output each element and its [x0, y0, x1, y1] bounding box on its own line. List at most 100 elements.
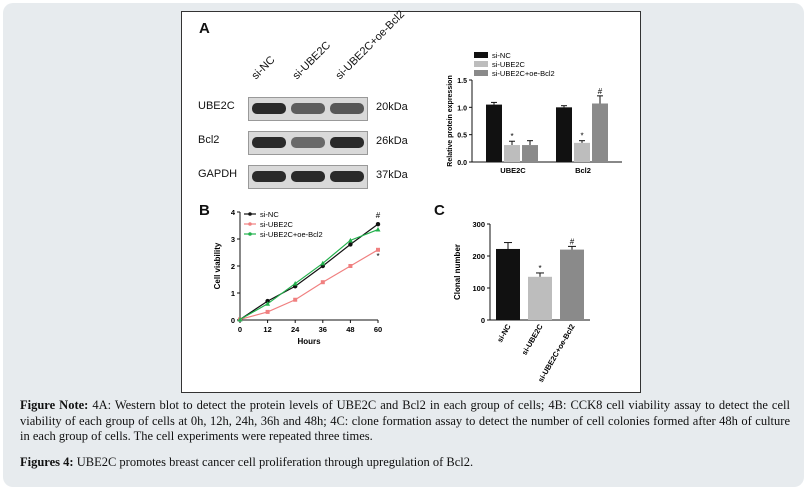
- y-tick-label: 0: [231, 316, 235, 325]
- lane-label-si-ube2c: si-UBE2C: [290, 39, 334, 82]
- data-point: [265, 309, 270, 314]
- y-tick-label: 1.5: [457, 78, 467, 85]
- data-point: [320, 280, 325, 285]
- blot-band: [252, 103, 286, 114]
- panel-b-letter: B: [199, 202, 210, 219]
- panel-c-letter: C: [434, 202, 445, 219]
- category-label: si-UBE2C+oe-Bcl2: [536, 323, 577, 384]
- legend-label: si-UBE2C+oe-Bcl2: [492, 69, 555, 78]
- y-tick-label: 3: [231, 235, 235, 244]
- data-point: [292, 281, 298, 286]
- y-tick-label: 0.0: [457, 160, 467, 167]
- legend-label: si-UBE2C: [492, 60, 526, 69]
- figure-title-label: Figures 4:: [20, 455, 74, 469]
- x-tick-label: 60: [374, 325, 382, 334]
- blot-band: [291, 103, 325, 114]
- bar: [522, 145, 538, 162]
- blot-band: [252, 137, 286, 148]
- blot-band: [330, 103, 364, 114]
- legend-marker: [248, 212, 252, 216]
- figure-note-label: Figure Note:: [20, 398, 89, 412]
- data-point: [265, 298, 270, 304]
- significance-mark: *: [376, 252, 379, 261]
- bar: [560, 249, 584, 320]
- legend-marker: [248, 232, 252, 236]
- series-line: [239, 249, 379, 321]
- legend-swatch: [474, 61, 488, 67]
- bar: [504, 145, 520, 162]
- figure-note-text: 4A: Western blot to detect the protein l…: [20, 398, 790, 443]
- x-tick-label: 24: [291, 325, 300, 334]
- data-point: [375, 227, 381, 232]
- x-tick-label: 12: [263, 325, 271, 334]
- data-point: [347, 237, 353, 243]
- x-tick-label: 0: [238, 325, 242, 334]
- figure-title-text: UBE2C promotes breast cancer cell prolif…: [73, 455, 474, 469]
- significance-mark: #: [570, 237, 575, 246]
- significance-mark: *: [538, 264, 541, 273]
- data-point: [348, 264, 353, 268]
- blot-band: [330, 171, 364, 182]
- blot-band: [291, 137, 325, 148]
- figure-note: Figure Note: 4A: Western blot to detect …: [20, 398, 790, 445]
- y-tick-label: 100: [472, 284, 485, 293]
- blot-band: [252, 171, 286, 182]
- lane-label-si-ube2c-oe-bcl2: si-UBE2C+oe-Bcl2: [333, 8, 408, 83]
- significance-mark: #: [376, 211, 381, 220]
- blot-row-label: UBE2C: [198, 100, 235, 112]
- category-label: UBE2C: [500, 166, 526, 175]
- lane-label-si-nc: si-NC: [249, 54, 278, 82]
- y-tick-label: 200: [472, 252, 485, 261]
- blot-band: [330, 137, 364, 148]
- y-tick-label: 1.0: [457, 105, 467, 112]
- data-point: [293, 297, 298, 302]
- y-tick-label: 0: [481, 316, 485, 325]
- series-line: [239, 228, 379, 320]
- data-point: [265, 301, 271, 306]
- bar: [574, 142, 590, 162]
- panel-a-letter: A: [199, 20, 210, 37]
- y-axis-label: Relative protein expression: [447, 75, 454, 166]
- blot-kda-label: 20kDa: [376, 101, 408, 113]
- legend-swatch: [474, 70, 488, 76]
- y-tick-label: 0.5: [457, 133, 467, 140]
- data-point: [320, 260, 326, 266]
- figure-title: Figures 4: UBE2C promotes breast cancer …: [20, 455, 790, 471]
- legend-label: si-UBE2C+oe-Bcl2: [260, 230, 323, 239]
- legend-swatch: [474, 52, 488, 58]
- chart-c-clonal-number: 0 100 200 300 Clonal number si-NC * si-UBE2C # si…: [453, 220, 590, 384]
- legend-marker: [248, 222, 252, 226]
- bar: [486, 104, 502, 162]
- data-point: [348, 242, 353, 247]
- data-point: [375, 221, 381, 227]
- blot-row-label: Bcl2: [198, 134, 220, 146]
- significance-mark: *: [580, 132, 583, 141]
- bar: [528, 276, 552, 320]
- significance-mark: *: [510, 132, 513, 141]
- y-tick-label: 2: [231, 262, 235, 271]
- y-axis-label: Cell viability: [213, 242, 222, 289]
- significance-mark: #: [598, 87, 603, 96]
- series-line: [239, 223, 379, 320]
- x-tick-label: 48: [346, 325, 354, 334]
- legend-label: si-NC: [492, 51, 511, 60]
- category-label: Bcl2: [575, 166, 591, 175]
- bar: [496, 248, 520, 320]
- y-axis-label: Clonal number: [453, 244, 462, 300]
- bar: [556, 107, 572, 162]
- blot-kda-label: 37kDa: [376, 169, 408, 181]
- blot-band: [291, 171, 325, 182]
- category-label: si-NC: [495, 322, 513, 344]
- x-axis-label: Hours: [297, 337, 321, 346]
- bar: [592, 103, 608, 162]
- y-tick-label: 1: [231, 289, 235, 298]
- legend-label: si-UBE2C: [260, 220, 294, 229]
- x-tick-label: 36: [319, 325, 327, 334]
- data-point: [237, 316, 243, 322]
- category-label: si-UBE2C: [520, 322, 545, 357]
- y-tick-label: 300: [472, 220, 485, 229]
- y-tick-label: 4: [231, 208, 236, 217]
- blot-row-label: GAPDH: [198, 168, 238, 180]
